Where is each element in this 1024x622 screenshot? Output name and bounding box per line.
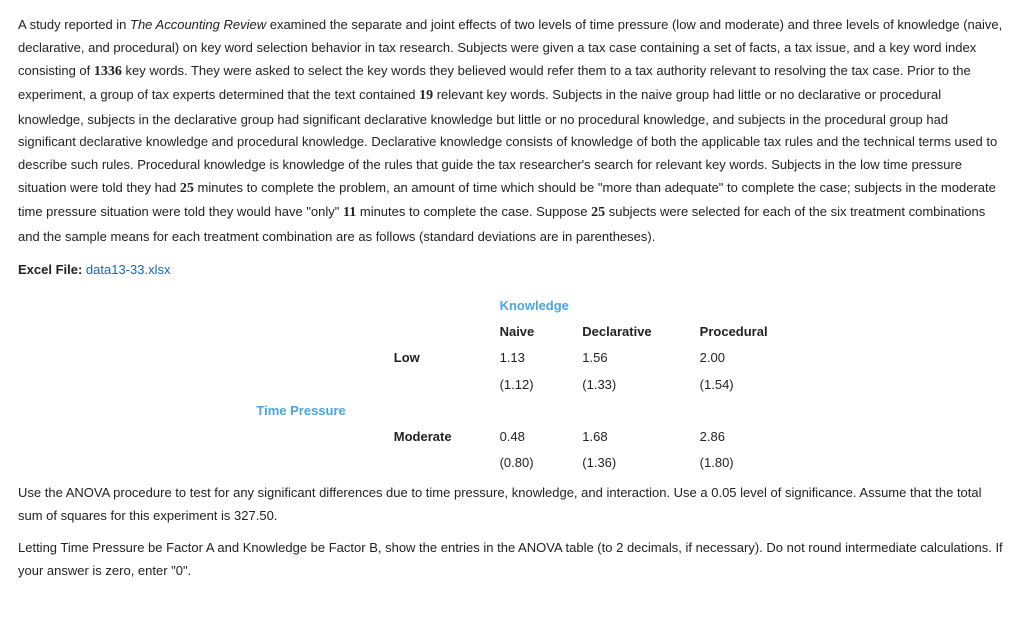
low-decl-mean: 1.56 [558, 345, 675, 371]
excel-file-line: Excel File: data13-33.xlsx [18, 259, 1006, 282]
relevant-keywords: 19 [419, 88, 433, 103]
intro-text-6: minutes to complete the case. Suppose [356, 204, 591, 219]
low-proc-mean: 2.00 [676, 345, 792, 371]
question-part-1: Use the ANOVA procedure to test for any … [18, 482, 1006, 528]
mod-decl-mean: 1.68 [558, 424, 675, 450]
col-declarative: Declarative [558, 319, 675, 345]
mod-naive-mean: 0.48 [476, 424, 559, 450]
mod-naive-sd: (0.80) [476, 450, 559, 476]
low-naive-mean: 1.13 [476, 345, 559, 371]
excel-file-label: Excel File: [18, 262, 86, 277]
mod-minutes: 11 [343, 205, 356, 220]
keywords-count: 1336 [94, 64, 122, 79]
mod-proc-mean: 2.86 [676, 424, 792, 450]
alpha-level: 0.05 [711, 485, 736, 500]
low-minutes: 25 [180, 181, 194, 196]
intro-text-4: relevant key words. Subjects in the naiv… [18, 87, 997, 195]
question-part-2: Letting Time Pressure be Factor A and Kn… [18, 537, 1006, 583]
time-pressure-header: Time Pressure [232, 398, 369, 424]
subjects-per-group: 25 [591, 205, 605, 220]
q2-pre: Letting Time Pressure be Factor A and Kn… [18, 540, 616, 555]
col-procedural: Procedural [676, 319, 792, 345]
row-mod-label: Moderate [370, 424, 476, 450]
mod-decl-sd: (1.36) [558, 450, 675, 476]
excel-file-link[interactable]: data13-33.xlsx [86, 262, 171, 277]
q1-pre: Use the ANOVA procedure to test for any … [18, 485, 711, 500]
low-proc-sd: (1.54) [676, 372, 792, 398]
mod-proc-sd: (1.80) [676, 450, 792, 476]
knowledge-header: Knowledge [476, 293, 792, 319]
intro-text-1: A study reported in [18, 17, 130, 32]
total-ss: 327.50. [234, 508, 277, 523]
journal-name: The Accounting Review [130, 17, 266, 32]
problem-intro: A study reported in The Accounting Revie… [18, 14, 1006, 249]
col-naive: Naive [476, 319, 559, 345]
low-naive-sd: (1.12) [476, 372, 559, 398]
means-table: Knowledge Naive Declarative Procedural L… [232, 293, 791, 476]
low-decl-sd: (1.33) [558, 372, 675, 398]
row-low-label: Low [370, 345, 476, 371]
